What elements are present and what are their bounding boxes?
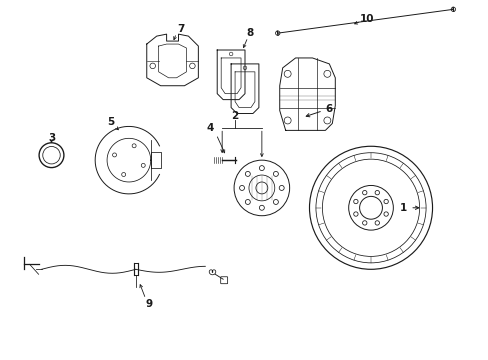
Text: 8: 8	[246, 28, 253, 38]
Text: 7: 7	[177, 24, 184, 34]
Text: 3: 3	[48, 133, 55, 143]
Text: 4: 4	[206, 123, 214, 134]
Text: 1: 1	[399, 203, 418, 213]
Text: 9: 9	[145, 299, 152, 309]
Text: 6: 6	[305, 104, 332, 117]
Text: 2: 2	[231, 111, 238, 121]
Text: 5: 5	[107, 117, 114, 127]
Text: 10: 10	[359, 14, 373, 24]
